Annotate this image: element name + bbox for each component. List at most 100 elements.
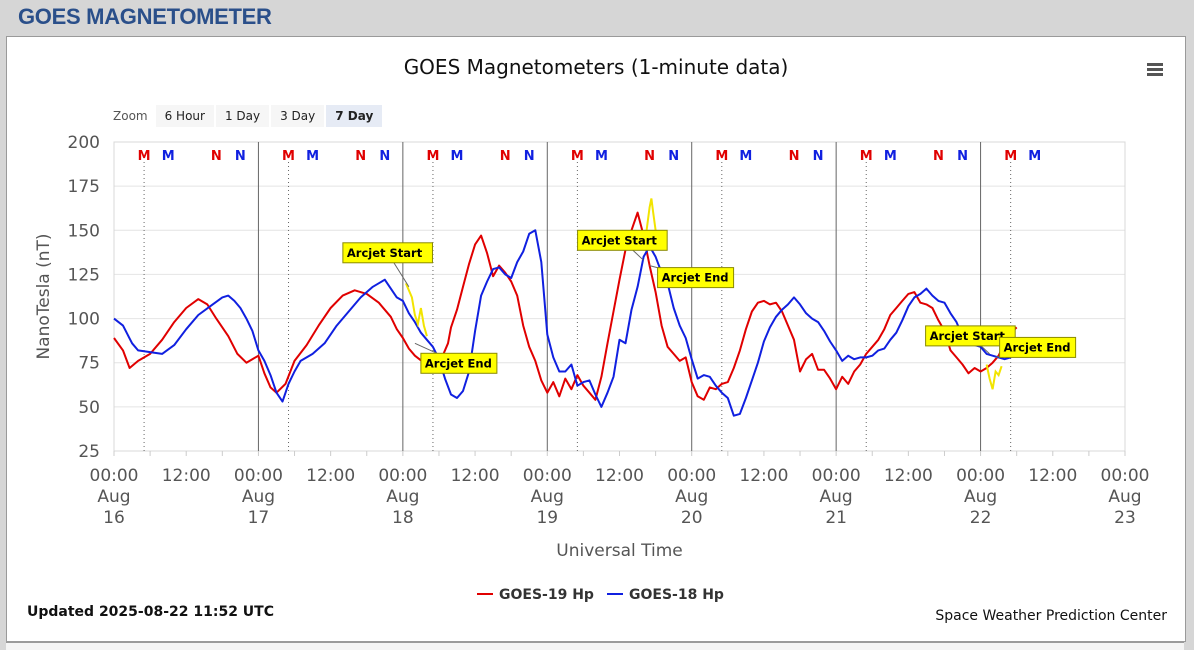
x-tick-label: 19 [536, 508, 558, 528]
y-tick-label: 100 [68, 310, 100, 330]
y-tick-label: 200 [68, 133, 100, 153]
noon-midnight-marker: N [957, 149, 968, 164]
y-tick-label: 75 [78, 354, 100, 374]
x-tick-label: 12:00 [739, 466, 788, 486]
x-tick-label: 12:00 [595, 466, 644, 486]
arcjet-trace [985, 364, 1003, 390]
x-tick-label: 16 [103, 508, 125, 528]
legend-label: GOES-18 Hp [629, 587, 724, 603]
noon-midnight-marker: N [500, 149, 511, 164]
noon-midnight-marker: N [524, 149, 535, 164]
legend-label: GOES-19 Hp [499, 587, 594, 603]
arcjet-trace [404, 282, 428, 337]
credit-text: Space Weather Prediction Center [935, 608, 1167, 624]
y-tick-label: 50 [78, 398, 100, 418]
series-line [113, 229, 1011, 417]
x-tick-label: Aug [531, 487, 564, 507]
arcjet-trace [645, 198, 657, 231]
noon-midnight-marker: M [1004, 149, 1017, 164]
x-tick-label: Aug [386, 487, 419, 507]
x-axis-title: Universal Time [556, 541, 682, 561]
noon-midnight-marker: M [451, 149, 464, 164]
x-tick-label: 21 [825, 508, 847, 528]
event-label-box [925, 325, 1016, 347]
event-label-box [577, 229, 668, 251]
noon-midnight-marker: N [668, 149, 679, 164]
event-label: Arcjet Start [347, 246, 423, 260]
x-tick-label: 22 [970, 508, 992, 528]
x-tick-label: 18 [392, 508, 414, 528]
noon-midnight-marker: N [379, 149, 390, 164]
x-tick-label: 00:00 [667, 466, 716, 486]
y-tick-label: 175 [68, 177, 100, 197]
event-label: Arcjet Start [582, 233, 658, 247]
x-tick-label: 00:00 [378, 466, 427, 486]
noon-midnight-marker: N [933, 149, 944, 164]
plot-border [113, 141, 1126, 452]
noon-midnight-marker: M [282, 149, 295, 164]
noon-midnight-marker: N [235, 149, 246, 164]
x-tick-label: Aug [675, 487, 708, 507]
noon-midnight-marker: M [138, 149, 151, 164]
x-tick-label: 23 [1114, 508, 1136, 528]
y-tick-label: 25 [78, 442, 100, 462]
event-label: Arcjet End [1004, 340, 1071, 354]
noon-midnight-marker: M [739, 149, 752, 164]
event-label-box [999, 336, 1077, 358]
zoom-7-day-button[interactable]: 7 Day [326, 105, 383, 127]
noon-midnight-marker: N [789, 149, 800, 164]
x-tick-label: Aug [242, 487, 275, 507]
event-label-box [657, 267, 735, 289]
x-tick-label: Aug [820, 487, 853, 507]
x-tick-label: 00:00 [234, 466, 283, 486]
hamburger-menu-icon[interactable] [1147, 63, 1163, 77]
noon-midnight-marker: N [355, 149, 366, 164]
x-tick-label: 17 [248, 508, 270, 528]
x-tick-label: 12:00 [162, 466, 211, 486]
noon-midnight-marker: M [860, 149, 873, 164]
event-label: Arcjet End [662, 271, 729, 285]
updated-timestamp: Updated 2025-08-22 11:52 UTC [27, 604, 274, 620]
y-axis-title: NanoTesla (nT) [34, 233, 54, 359]
x-tick-label: Aug [964, 487, 997, 507]
y-tick-label: 150 [68, 221, 100, 241]
noon-midnight-marker: M [884, 149, 897, 164]
x-tick-label: 12:00 [884, 466, 933, 486]
zoom-1-day-button[interactable]: 1 Day [215, 105, 270, 127]
chart-panel: GOES Magnetometers (1-minute data) Zoom … [6, 36, 1186, 642]
x-tick-label: 00:00 [90, 466, 139, 486]
y-tick-label: 125 [68, 265, 100, 285]
noon-midnight-marker: N [813, 149, 824, 164]
noon-midnight-marker: M [715, 149, 728, 164]
bottom-bar [6, 642, 1184, 650]
x-tick-label: Aug [97, 487, 130, 507]
zoom-3-day-button[interactable]: 3 Day [271, 105, 325, 127]
noon-midnight-marker: M [1028, 149, 1041, 164]
x-tick-label: 00:00 [523, 466, 572, 486]
zoom-label: Zoom [113, 109, 148, 123]
x-tick-label: 12:00 [306, 466, 355, 486]
zoom-6-hour-button[interactable]: 6 Hour [155, 105, 214, 127]
event-label-box [342, 242, 433, 264]
noon-midnight-marker: N [211, 149, 222, 164]
x-tick-label: 20 [681, 508, 703, 528]
noon-midnight-marker: M [571, 149, 584, 164]
chart-title: GOES Magnetometers (1-minute data) [403, 55, 789, 79]
noon-midnight-marker: M [426, 149, 439, 164]
noon-midnight-marker: M [162, 149, 175, 164]
x-tick-label: 00:00 [812, 466, 861, 486]
event-label: Arcjet End [425, 356, 492, 370]
event-label: Arcjet Start [930, 329, 1006, 343]
page-title: GOES MAGNETOMETER [18, 4, 272, 29]
noon-midnight-marker: M [306, 149, 319, 164]
noon-midnight-marker: N [644, 149, 655, 164]
zoom-bar: Zoom 6 Hour 1 Day 3 Day 7 Day [113, 105, 384, 127]
x-tick-label: 12:00 [1028, 466, 1077, 486]
noon-midnight-marker: M [595, 149, 608, 164]
x-tick-label: 12:00 [451, 466, 500, 486]
x-tick-label: 00:00 [956, 466, 1005, 486]
x-tick-label: Aug [1108, 487, 1141, 507]
x-tick-label: 00:00 [1101, 466, 1150, 486]
event-label-box [420, 352, 498, 374]
